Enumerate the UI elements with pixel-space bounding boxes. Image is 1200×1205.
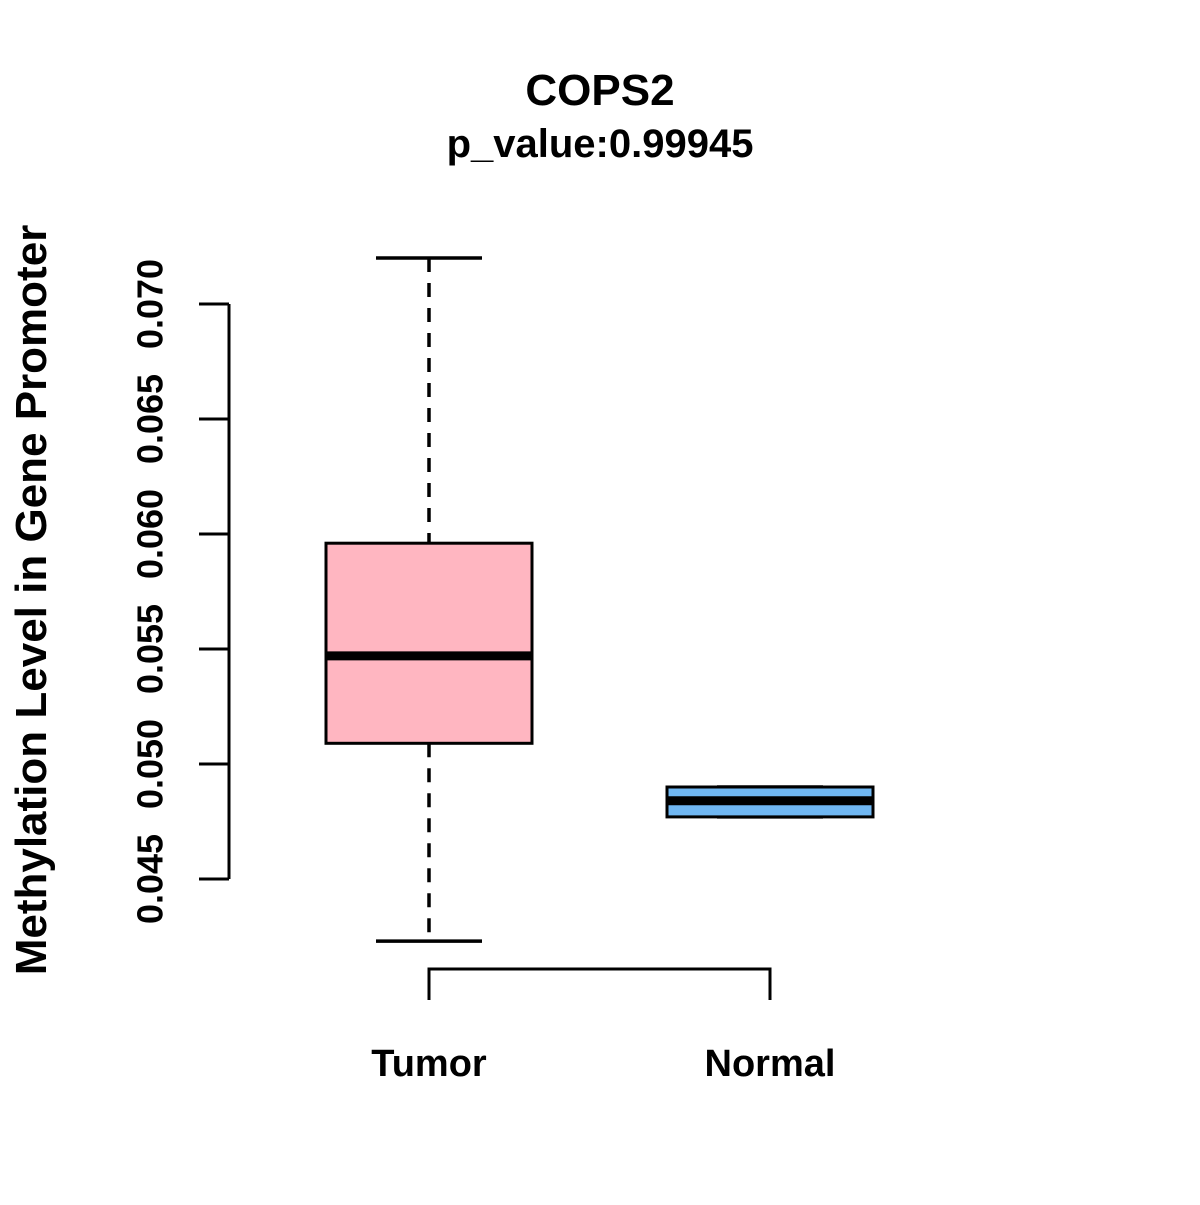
y-tick-label: 0.065 — [130, 374, 171, 464]
y-axis-label: Methylation Level in Gene Promoter — [7, 225, 56, 976]
y-tick-label: 0.070 — [130, 259, 171, 349]
tumor-box — [324, 541, 534, 745]
x-category-label-normal: Normal — [705, 1043, 836, 1085]
chart-subtitle: p_value:0.99945 — [447, 122, 754, 166]
x-axis-bracket — [427, 967, 772, 1000]
y-tick-label: 0.050 — [130, 719, 171, 809]
y-tick-label: 0.055 — [130, 604, 171, 694]
y-tick-label: 0.060 — [130, 489, 171, 579]
plot-elements: 0.045 0.050 0.055 0.060 0.065 0.070 Tumor Norma… — [130, 256, 875, 1085]
x-category-label-tumor: Tumor — [371, 1043, 487, 1085]
chart-title: COPS2 — [525, 66, 674, 115]
y-tick-label: 0.045 — [130, 834, 171, 924]
